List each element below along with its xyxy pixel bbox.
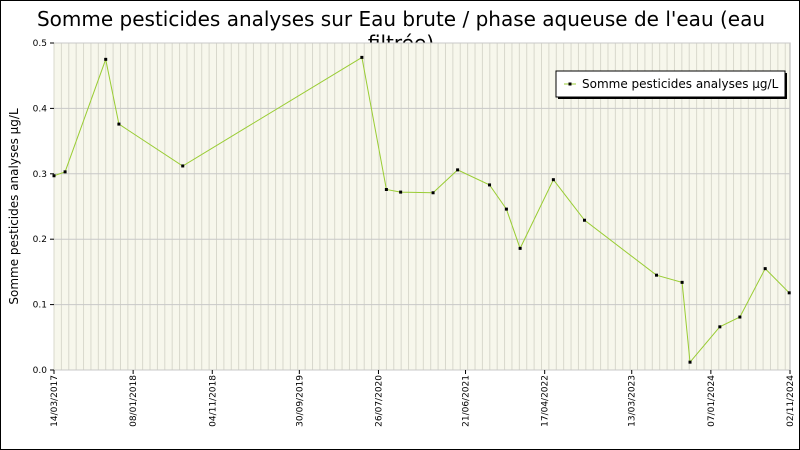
x-tick-label: 08/01/2018 [129,375,139,427]
data-point [456,168,460,172]
data-point [718,325,722,329]
data-point [504,207,508,211]
data-point [680,280,684,284]
legend-label: Somme pesticides analyses µg/L [582,77,779,91]
data-point [551,178,555,182]
data-point [787,291,791,295]
x-tick-label: 21/06/2021 [462,375,472,427]
data-point [655,273,659,277]
data-point [63,170,67,174]
legend-marker [568,82,572,86]
x-tick-label: 14/03/2017 [50,375,60,427]
data-point [384,187,388,191]
data-point [488,183,492,187]
legend: Somme pesticides analyses µg/L [555,70,787,99]
y-tick-label: 0.2 [33,235,47,245]
data-point [583,218,587,222]
x-tick-label: 30/09/2019 [295,375,305,427]
data-point [431,191,435,195]
series-line [53,56,790,364]
y-tick-label: 0.5 [33,39,47,49]
x-tick-label: 26/07/2020 [374,375,384,427]
data-point [52,174,56,178]
x-tick-label: 07/01/2024 [707,375,717,427]
data-point [688,360,692,364]
x-tick-label: 02/11/2024 [786,375,796,427]
data-point [518,246,522,250]
data-point [181,164,185,168]
y-axis-label: Somme pesticides analyses µg/L [7,108,21,305]
grid-major [54,42,790,371]
x-tick-label: 04/11/2018 [208,375,218,427]
data-point [399,190,403,194]
x-tick-label: 13/03/2023 [628,375,638,427]
y-tick-label: 0.0 [33,366,48,376]
series-markers [52,55,791,364]
x-tick-label: 17/04/2022 [541,375,551,427]
y-tick-label: 0.3 [33,170,47,180]
legend-box [555,70,786,98]
data-point [360,55,364,59]
y-tick-label: 0.4 [33,104,48,114]
x-axis-ticks: 14/03/2017 08/01/2018 04/11/2018 30/09/2019… [50,370,796,427]
data-point [117,122,121,126]
y-tick-label: 0.1 [33,301,47,311]
data-point [738,315,742,319]
data-point [763,267,767,271]
y-axis-ticks: 0.0 0.1 0.2 0.3 0.4 0.5 [33,39,54,376]
data-point [104,57,108,61]
